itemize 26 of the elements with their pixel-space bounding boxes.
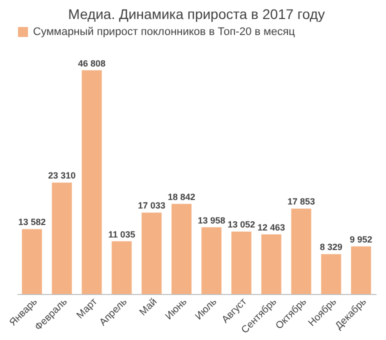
legend-label: Суммарный прирост поклонников в Топ-20 в месяц [33, 26, 296, 38]
bar [172, 204, 192, 294]
bar [112, 241, 132, 294]
data-label: 13 582 [18, 217, 46, 228]
data-label: 11 035 [108, 229, 136, 240]
data-label: 46 808 [78, 58, 106, 68]
data-label: 8 329 [320, 242, 342, 252]
bar [351, 246, 372, 294]
data-label: 17 033 [138, 200, 166, 211]
data-label: 9 952 [350, 234, 372, 244]
data-label: 18 842 [168, 192, 196, 202]
bar [321, 254, 342, 294]
data-label: 13 958 [198, 215, 226, 226]
chart-title: Медиа. Динамика прироста в 2017 году [68, 6, 325, 22]
bar [201, 227, 222, 294]
bar [261, 234, 282, 294]
bar [291, 208, 312, 294]
data-label: 17 853 [287, 196, 315, 207]
data-label: 13 052 [228, 220, 256, 230]
bar [22, 229, 42, 294]
bar [142, 212, 162, 294]
data-label: 23 310 [48, 170, 76, 181]
bar [231, 232, 252, 294]
bar [82, 70, 102, 294]
data-label: 12 463 [258, 222, 286, 232]
bar [52, 182, 72, 294]
